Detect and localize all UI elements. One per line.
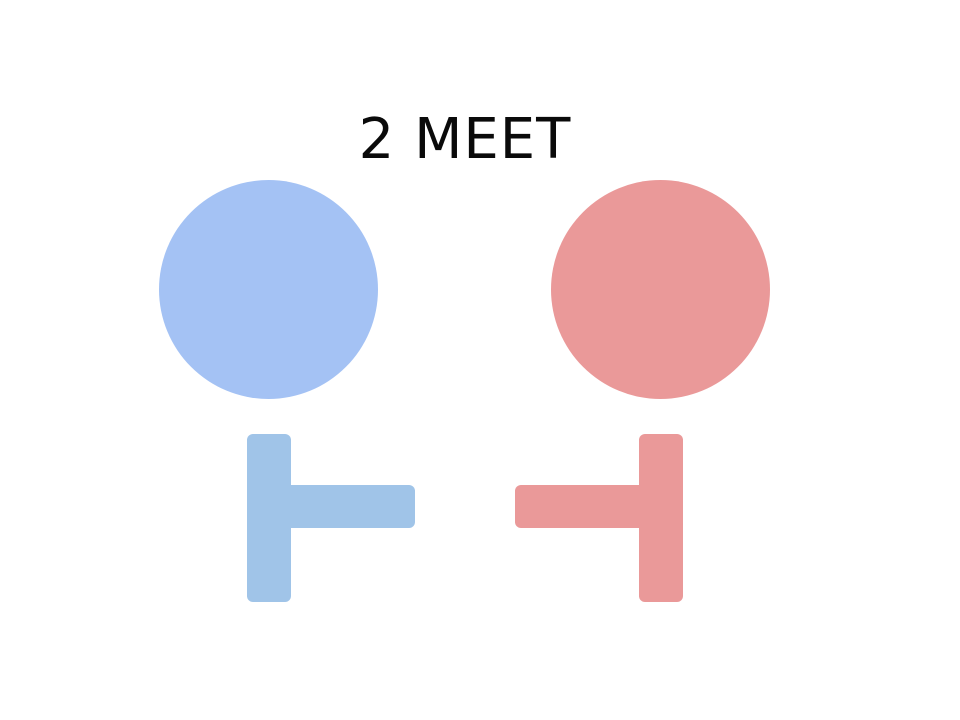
blue-body-arm — [247, 485, 415, 528]
title-text: 2 MEET — [358, 107, 572, 172]
red-head-circle — [551, 180, 770, 399]
red-body-arm — [515, 485, 683, 528]
blue-head-circle — [159, 180, 378, 399]
